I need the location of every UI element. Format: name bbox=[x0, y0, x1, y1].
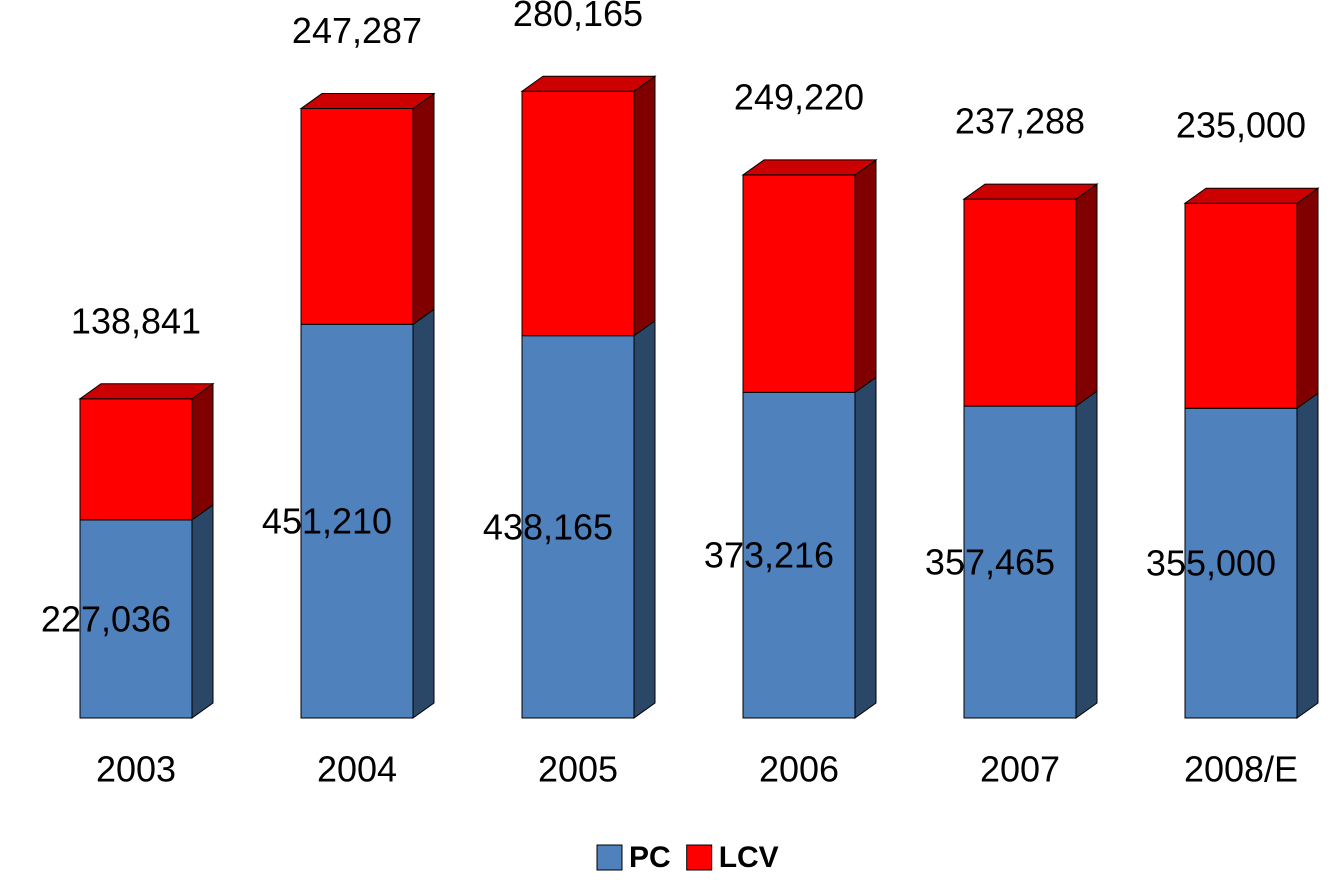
bar-segment bbox=[521, 90, 635, 337]
bar-side bbox=[412, 308, 435, 719]
value-label: 138,841 bbox=[71, 300, 201, 341]
bar-side bbox=[1075, 390, 1098, 719]
bar-segment bbox=[300, 323, 414, 719]
value-label: 438,165 bbox=[483, 506, 613, 547]
bar-segment bbox=[79, 398, 193, 521]
x-tick-label: 2005 bbox=[538, 749, 618, 790]
legend-swatch bbox=[686, 844, 713, 871]
x-tick-label: 2006 bbox=[759, 749, 839, 790]
bar-side bbox=[191, 503, 214, 719]
value-label: 280,165 bbox=[513, 0, 643, 34]
bar-top bbox=[741, 159, 878, 176]
bar-top bbox=[299, 93, 436, 110]
bar-top bbox=[78, 383, 215, 400]
bar-segment bbox=[742, 391, 856, 719]
bar-top bbox=[520, 75, 657, 92]
bar-side bbox=[633, 319, 656, 719]
bar-top bbox=[962, 183, 1099, 200]
value-label: 247,287 bbox=[292, 10, 422, 51]
bar-side bbox=[191, 382, 214, 521]
bar-segment bbox=[1184, 407, 1298, 719]
value-label: 451,210 bbox=[262, 501, 392, 542]
bar-side bbox=[854, 158, 877, 394]
bar-segment bbox=[1184, 202, 1298, 409]
bar-side bbox=[412, 92, 435, 326]
legend-swatch bbox=[596, 844, 623, 871]
bar-side bbox=[1296, 187, 1319, 410]
legend-label: LCV bbox=[719, 841, 779, 874]
bar-segment bbox=[79, 519, 193, 719]
x-tick-label: 2008/E bbox=[1184, 749, 1298, 790]
value-label: 227,036 bbox=[41, 598, 171, 639]
bar-side bbox=[1075, 183, 1098, 408]
bar-side bbox=[1296, 392, 1319, 719]
value-label: 373,216 bbox=[704, 535, 834, 576]
bar-segment bbox=[742, 174, 856, 393]
bar-top bbox=[1183, 187, 1320, 204]
legend-label: PC bbox=[629, 841, 671, 874]
value-label: 237,288 bbox=[955, 101, 1085, 142]
value-label: 249,220 bbox=[734, 76, 864, 117]
bar-side bbox=[854, 376, 877, 719]
bar-segment bbox=[963, 198, 1077, 407]
value-label: 357,465 bbox=[925, 542, 1055, 583]
bar-side bbox=[633, 75, 656, 337]
bar-segment bbox=[300, 108, 414, 325]
value-label: 355,000 bbox=[1146, 543, 1276, 584]
x-tick-label: 2004 bbox=[317, 749, 397, 790]
x-tick-label: 2007 bbox=[980, 749, 1060, 790]
value-label: 235,000 bbox=[1176, 105, 1306, 146]
x-tick-label: 2003 bbox=[96, 749, 176, 790]
bar-segment bbox=[963, 405, 1077, 719]
